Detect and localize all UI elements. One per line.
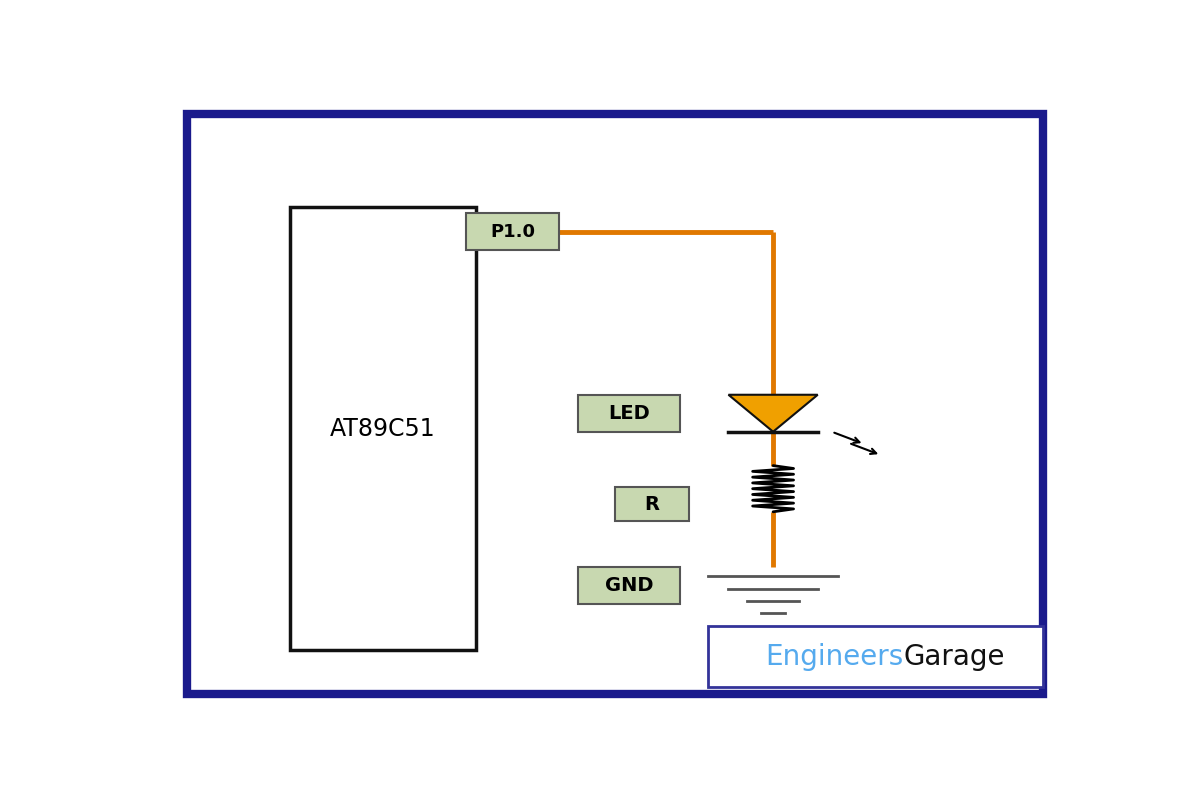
Text: LED: LED: [608, 404, 650, 422]
Bar: [616, 487, 689, 521]
Bar: [578, 394, 680, 432]
Bar: [289, 207, 475, 650]
Text: GND: GND: [605, 576, 653, 595]
Text: R: R: [644, 495, 660, 514]
Bar: [708, 626, 1043, 687]
Polygon shape: [728, 394, 817, 432]
Text: P1.0: P1.0: [491, 222, 535, 241]
Bar: [578, 567, 680, 604]
Text: AT89C51: AT89C51: [330, 417, 436, 441]
Text: Garage: Garage: [904, 642, 1004, 670]
Text: Engineers: Engineers: [766, 642, 904, 670]
Bar: [467, 213, 559, 250]
